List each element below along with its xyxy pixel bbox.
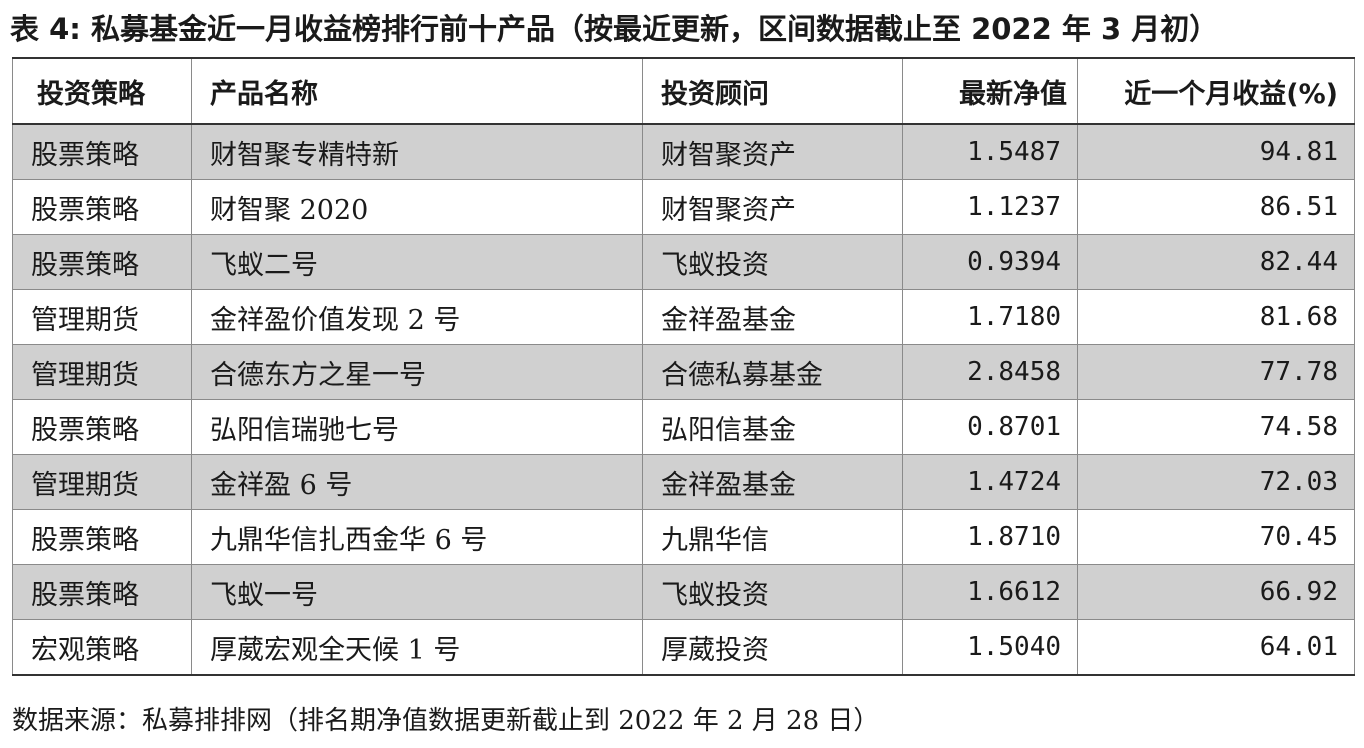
cell-advisor: 财智聚资产 <box>642 123 903 180</box>
cell-latest-nav: 1.8710 <box>902 509 1078 565</box>
cell-strategy: 股票策略 <box>12 399 192 455</box>
table-row: 股票策略 九鼎华信扎西金华 6 号 九鼎华信 1.8710 70.45 <box>12 509 1355 565</box>
cell-advisor: 飞蚁投资 <box>642 234 903 290</box>
table-row: 股票策略 财智聚专精特新 财智聚资产 1.5487 94.81 <box>12 123 1355 180</box>
cell-strategy: 股票策略 <box>12 234 192 290</box>
cell-strategy: 管理期货 <box>12 289 192 345</box>
cell-latest-nav: 1.1237 <box>902 179 1078 235</box>
cell-monthly-return: 72.03 <box>1077 454 1355 510</box>
cell-advisor: 九鼎华信 <box>642 509 903 565</box>
cell-product-name: 金祥盈价值发现 2 号 <box>191 289 643 345</box>
cell-product-name: 飞蚁二号 <box>191 234 643 290</box>
table-title: 表 4: 私募基金近一月收益榜排行前十产品（按最近更新，区间数据截止至 2022… <box>10 12 1219 46</box>
cell-monthly-return: 66.92 <box>1077 564 1355 620</box>
cell-advisor: 飞蚁投资 <box>642 564 903 620</box>
cell-monthly-return: 74.58 <box>1077 399 1355 455</box>
cell-product-name: 财智聚专精特新 <box>191 123 643 180</box>
header-monthly-return: 近一个月收益(%) <box>1077 57 1355 125</box>
cell-latest-nav: 1.7180 <box>902 289 1078 345</box>
cell-product-name: 厚葳宏观全天候 1 号 <box>191 619 643 676</box>
cell-advisor: 弘阳信基金 <box>642 399 903 455</box>
table-row: 股票策略 财智聚 2020 财智聚资产 1.1237 86.51 <box>12 179 1355 235</box>
cell-monthly-return: 81.68 <box>1077 289 1355 345</box>
header-latest-nav: 最新净值 <box>902 57 1078 125</box>
cell-monthly-return: 94.81 <box>1077 123 1355 180</box>
cell-product-name: 合德东方之星一号 <box>191 344 643 400</box>
header-product-name: 产品名称 <box>191 57 643 125</box>
table-row: 股票策略 弘阳信瑞驰七号 弘阳信基金 0.8701 74.58 <box>12 399 1355 455</box>
header-strategy: 投资策略 <box>12 57 192 125</box>
table-row: 股票策略 飞蚁二号 飞蚁投资 0.9394 82.44 <box>12 234 1355 290</box>
cell-strategy: 股票策略 <box>12 564 192 620</box>
cell-latest-nav: 1.4724 <box>902 454 1078 510</box>
cell-monthly-return: 70.45 <box>1077 509 1355 565</box>
cell-product-name: 弘阳信瑞驰七号 <box>191 399 643 455</box>
cell-advisor: 金祥盈基金 <box>642 289 903 345</box>
cell-strategy: 管理期货 <box>12 344 192 400</box>
fund-ranking-table: 投资策略 产品名称 投资顾问 最新净值 近一个月收益(%) 股票策略 财智聚专精… <box>12 57 1355 676</box>
cell-monthly-return: 77.78 <box>1077 344 1355 400</box>
header-advisor: 投资顾问 <box>642 57 903 125</box>
table-row: 宏观策略 厚葳宏观全天候 1 号 厚葳投资 1.5040 64.01 <box>12 619 1355 676</box>
cell-strategy: 股票策略 <box>12 179 192 235</box>
cell-monthly-return: 64.01 <box>1077 619 1355 676</box>
cell-strategy: 宏观策略 <box>12 619 192 676</box>
cell-latest-nav: 1.5487 <box>902 123 1078 180</box>
cell-monthly-return: 82.44 <box>1077 234 1355 290</box>
cell-product-name: 九鼎华信扎西金华 6 号 <box>191 509 643 565</box>
cell-advisor: 厚葳投资 <box>642 619 903 676</box>
table-row: 管理期货 金祥盈 6 号 金祥盈基金 1.4724 72.03 <box>12 454 1355 510</box>
header-row: 投资策略 产品名称 投资顾问 最新净值 近一个月收益(%) <box>12 57 1355 125</box>
cell-latest-nav: 0.8701 <box>902 399 1078 455</box>
cell-product-name: 金祥盈 6 号 <box>191 454 643 510</box>
cell-monthly-return: 86.51 <box>1077 179 1355 235</box>
cell-latest-nav: 1.6612 <box>902 564 1078 620</box>
cell-strategy: 管理期货 <box>12 454 192 510</box>
cell-latest-nav: 0.9394 <box>902 234 1078 290</box>
cell-advisor: 合德私募基金 <box>642 344 903 400</box>
cell-product-name: 飞蚁一号 <box>191 564 643 620</box>
table-row: 管理期货 金祥盈价值发现 2 号 金祥盈基金 1.7180 81.68 <box>12 289 1355 345</box>
cell-advisor: 金祥盈基金 <box>642 454 903 510</box>
cell-product-name: 财智聚 2020 <box>191 179 643 235</box>
table-row: 股票策略 飞蚁一号 飞蚁投资 1.6612 66.92 <box>12 564 1355 620</box>
cell-strategy: 股票策略 <box>12 123 192 180</box>
table-row: 管理期货 合德东方之星一号 合德私募基金 2.8458 77.78 <box>12 344 1355 400</box>
data-source-note: 数据来源：私募排排网（排名期净值数据更新截止到 2022 年 2 月 28 日） <box>12 706 880 736</box>
cell-latest-nav: 1.5040 <box>902 619 1078 676</box>
cell-advisor: 财智聚资产 <box>642 179 903 235</box>
cell-strategy: 股票策略 <box>12 509 192 565</box>
cell-latest-nav: 2.8458 <box>902 344 1078 400</box>
